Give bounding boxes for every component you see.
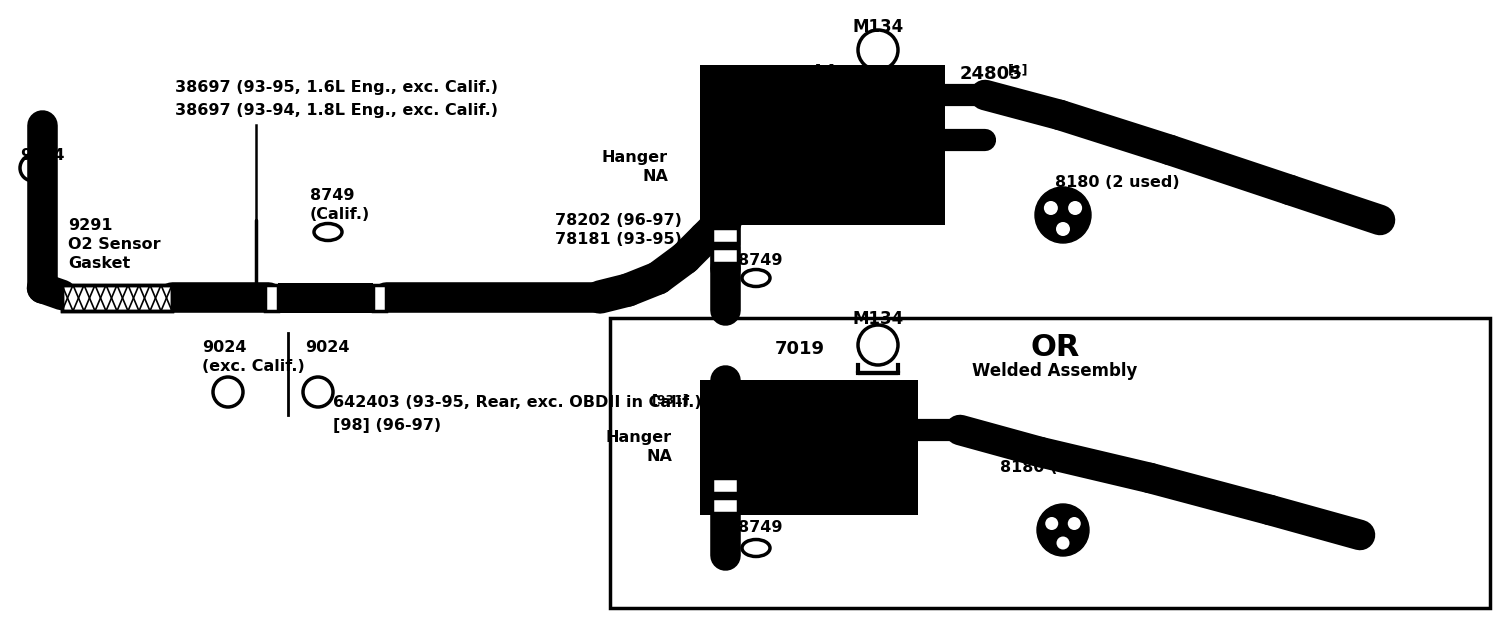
Text: [931]: [931] (652, 393, 690, 406)
Circle shape (1068, 201, 1082, 215)
Text: [98] (96-97): [98] (96-97) (333, 418, 441, 433)
Bar (700, 65, 945, 225)
Text: Hanger
NA: Hanger NA (602, 150, 668, 184)
Text: 642403 (93-95, Rear, exc. OBDII in Calif.): 642403 (93-95, Rear, exc. OBDII in Calif… (333, 395, 702, 410)
Bar (700, 380, 918, 515)
Text: [1]: [1] (1008, 63, 1029, 76)
Text: 9291
O2 Sensor
Gasket: 9291 O2 Sensor Gasket (68, 218, 160, 272)
Text: 7019: 7019 (776, 340, 825, 358)
Text: 78202 (96-97)
78181 (93-95): 78202 (96-97) 78181 (93-95) (555, 213, 682, 247)
Text: [1]: [1] (815, 63, 836, 76)
Bar (610, 318, 1490, 608)
Circle shape (1036, 504, 1089, 556)
Text: 9024
(exc. Calif.): 9024 (exc. Calif.) (202, 340, 304, 374)
Bar (712, 248, 738, 263)
Text: 8749
(Calif.): 8749 (Calif.) (310, 188, 370, 222)
Bar (62, 285, 172, 311)
Text: 8180 (2 used): 8180 (2 used) (1000, 460, 1125, 475)
Circle shape (1035, 187, 1090, 243)
Bar (278, 283, 374, 313)
Text: 9024: 9024 (304, 340, 350, 355)
Bar (62, 285, 172, 311)
Text: Welded Assembly: Welded Assembly (972, 362, 1137, 380)
Circle shape (1044, 201, 1058, 215)
Bar (374, 285, 386, 311)
Text: 38697 (93-95, 1.6L Eng., exc. Calif.): 38697 (93-95, 1.6L Eng., exc. Calif.) (176, 80, 498, 95)
Text: 8180 (2 used): 8180 (2 used) (1054, 175, 1179, 190)
Circle shape (1056, 536, 1070, 549)
Text: OR: OR (1030, 333, 1080, 362)
Text: 2020: 2020 (770, 65, 820, 83)
Circle shape (1056, 222, 1070, 236)
Text: 9024: 9024 (20, 148, 64, 163)
Bar (712, 478, 738, 493)
Text: Hanger
NA: Hanger NA (606, 430, 672, 464)
Bar (712, 228, 738, 243)
Circle shape (1046, 517, 1058, 530)
Text: 38697 (93-94, 1.8L Eng., exc. Calif.): 38697 (93-94, 1.8L Eng., exc. Calif.) (176, 103, 498, 118)
Text: 8749: 8749 (738, 520, 783, 535)
Text: 8749: 8749 (738, 253, 783, 268)
Text: M134: M134 (852, 18, 903, 36)
Circle shape (1068, 517, 1082, 530)
Text: M134: M134 (852, 310, 903, 328)
Bar (712, 498, 738, 513)
Bar (266, 285, 278, 311)
Text: 24805: 24805 (960, 65, 1023, 83)
